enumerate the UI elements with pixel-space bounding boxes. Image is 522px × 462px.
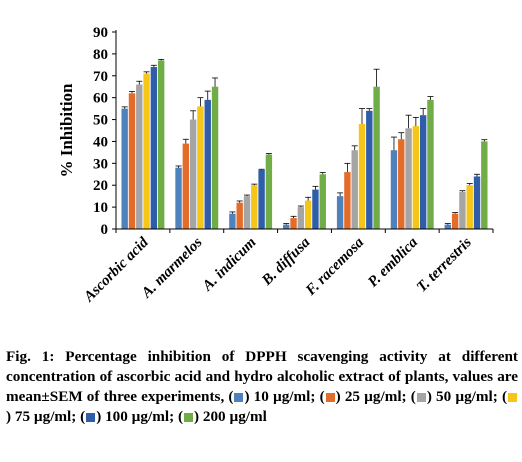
legend-swatch: [416, 393, 426, 402]
y-tick-label-30: 30: [93, 156, 108, 172]
bar-1-4: [143, 73, 150, 229]
caption-legend-item: () 100 µg/ml;: [80, 408, 175, 425]
bar-5-2: [344, 172, 351, 229]
dpph-inhibition-chart: 0 10 20 30 40 50 60 70 80 90 Ascorbic acid A. marme…: [57, 25, 494, 306]
bar-3-1: [229, 213, 236, 229]
bar-2-3: [189, 119, 197, 229]
bar-5-4: [358, 123, 366, 229]
legend-swatch: [86, 413, 96, 422]
y-tick-label-70: 70: [93, 69, 108, 85]
bar-1-1: [121, 108, 128, 229]
caption-legend-item: () 25 µg/ml;: [319, 388, 407, 405]
category-label-1: Ascorbic acid: [81, 234, 153, 306]
legend-label: 200 µg/ml: [202, 408, 267, 425]
y-tick-label-40: 40: [93, 134, 108, 150]
bar-2-1: [175, 167, 182, 229]
legend-label: 100 µg/ml;: [105, 408, 175, 425]
bar-7-6: [481, 141, 488, 229]
bar-5-1: [336, 196, 344, 229]
y-tick-label-20: 20: [93, 178, 108, 194]
bar-5-5: [366, 110, 373, 229]
bar-1-5: [150, 67, 158, 230]
bar-5-6: [373, 86, 380, 229]
bar-7-2: [451, 213, 459, 229]
y-tick-label-90: 90: [93, 25, 108, 41]
bar-7-3: [459, 191, 466, 229]
bar-2-5: [204, 99, 211, 229]
caption-legend-item: () 200 µg/ml: [177, 408, 267, 425]
caption-legend: () 10 µg/ml; () 25 µg/ml; () 50 µg/ml; (…: [6, 388, 518, 425]
bar-3-3: [243, 196, 251, 229]
legend-label: 50 µg/ml;: [436, 388, 498, 405]
bar-4-3: [297, 207, 305, 229]
y-tick-label-80: 80: [93, 47, 108, 63]
bar-2-4: [197, 106, 204, 229]
bar-6-4: [412, 126, 420, 229]
bar-1-2: [128, 93, 136, 230]
bar-3-2: [236, 202, 243, 229]
bar-1-6: [157, 60, 165, 230]
bar-6-5: [419, 115, 427, 229]
caption-legend-item: () 50 µg/ml;: [410, 388, 498, 405]
category-label-4: B. diffusa: [258, 234, 313, 289]
y-tick-label-10: 10: [93, 200, 108, 216]
caption-lead: Fig. 1: Percentage inhibition of DPPH sc…: [6, 348, 518, 405]
y-tick-label-0: 0: [101, 222, 109, 238]
caption-legend-item: () 75 µg/ml;: [6, 388, 518, 425]
legend-label: 10 µg/ml;: [253, 388, 316, 405]
y-tick-label-60: 60: [93, 91, 108, 107]
legend-label: 25 µg/ml;: [344, 388, 407, 405]
bar-5-3: [351, 150, 358, 229]
legend-label: 75 µg/ml;: [14, 408, 77, 425]
bar-4-5: [312, 189, 319, 229]
category-label-3: A. indicum: [199, 235, 259, 295]
bar-1-3: [136, 84, 143, 230]
figure-caption: Fig. 1: Percentage inhibition of DPPH sc…: [6, 347, 518, 427]
bar-3-4: [251, 185, 258, 229]
bar-2-6: [211, 86, 219, 229]
bars-layer: [121, 58, 488, 230]
legend-swatch: [234, 393, 244, 402]
bar-3-5: [258, 169, 265, 229]
bar-6-2: [398, 139, 405, 229]
axes-layer: [112, 30, 494, 233]
y-tick-label-50: 50: [93, 113, 108, 129]
bar-4-2: [290, 218, 297, 229]
bar-6-6: [427, 99, 434, 229]
y-axis-title: % Inhibition: [57, 83, 76, 178]
category-label-7: T. terrestris: [414, 234, 475, 295]
bar-4-1: [283, 224, 290, 229]
bar-7-4: [466, 185, 473, 229]
bar-2-2: [182, 143, 190, 229]
bar-6-1: [390, 150, 398, 229]
bar-6-3: [405, 128, 412, 229]
bar-7-1: [444, 224, 452, 229]
legend-swatch: [325, 393, 335, 402]
legend-swatch: [508, 393, 517, 402]
category-label-5: F. racemosa: [302, 234, 367, 299]
legend-swatch: [184, 413, 193, 422]
caption-legend-item: () 10 µg/ml;: [228, 388, 316, 405]
category-label-6: P. emblica: [365, 234, 421, 290]
bar-7-5: [473, 176, 481, 229]
bar-4-6: [319, 174, 326, 229]
bar-3-6: [265, 154, 273, 229]
bar-4-4: [304, 200, 312, 229]
